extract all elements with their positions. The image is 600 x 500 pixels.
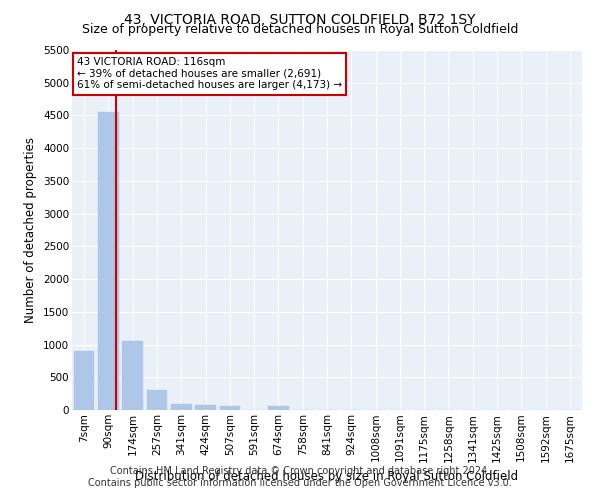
Y-axis label: Number of detached properties: Number of detached properties: [25, 137, 37, 323]
Text: 43, VICTORIA ROAD, SUTTON COLDFIELD, B72 1SY: 43, VICTORIA ROAD, SUTTON COLDFIELD, B72…: [124, 12, 476, 26]
Bar: [195, 405, 216, 410]
Text: 43 VICTORIA ROAD: 116sqm
← 39% of detached houses are smaller (2,691)
61% of sem: 43 VICTORIA ROAD: 116sqm ← 39% of detach…: [77, 57, 342, 90]
Bar: [268, 406, 289, 410]
Bar: [74, 351, 94, 410]
Bar: [122, 340, 143, 410]
Bar: [98, 112, 119, 410]
Bar: [171, 404, 191, 410]
X-axis label: Distribution of detached houses by size in Royal Sutton Coldfield: Distribution of detached houses by size …: [136, 470, 518, 483]
Text: Contains HM Land Registry data © Crown copyright and database right 2024.
Contai: Contains HM Land Registry data © Crown c…: [88, 466, 512, 487]
Bar: [146, 390, 167, 410]
Bar: [220, 406, 240, 410]
Text: Size of property relative to detached houses in Royal Sutton Coldfield: Size of property relative to detached ho…: [82, 22, 518, 36]
